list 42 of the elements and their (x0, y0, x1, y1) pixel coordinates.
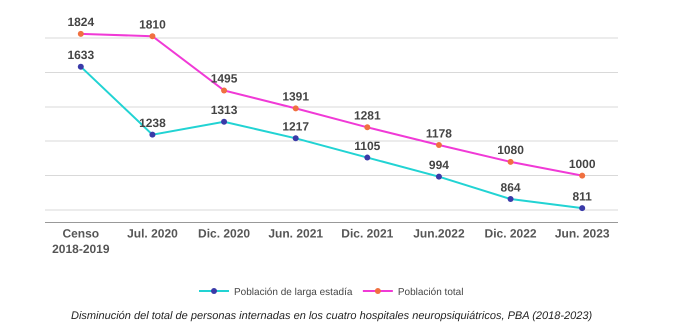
data-label: 864 (500, 180, 521, 194)
data-label: 994 (428, 158, 450, 172)
data-label: 1000 (568, 156, 596, 171)
point (364, 154, 370, 161)
data-label: 1495 (210, 72, 238, 86)
legend-label: Población total (398, 286, 464, 298)
point (579, 205, 586, 212)
data-label: 1391 (282, 90, 310, 104)
point (292, 105, 299, 112)
point (292, 135, 299, 142)
x-tick-label: Jun. 2021 (268, 226, 324, 240)
point (436, 174, 442, 180)
point (221, 87, 228, 94)
x-tick-label: Jun.2022 (413, 226, 465, 240)
data-label: 811 (572, 189, 592, 204)
data-label: 1281 (354, 108, 381, 123)
data-label: 1313 (210, 103, 238, 118)
point (508, 196, 514, 202)
data-label: 1824 (67, 15, 94, 30)
data-label: 1217 (282, 120, 310, 134)
data-label: 1105 (354, 138, 381, 153)
text: Disminución del total de personas internadas en los cuatro hospitales neuropsiquiátricos, PBA (2018-2023) (71, 310, 593, 322)
point (221, 118, 228, 125)
x-tick-label: Dic. 2021 (341, 226, 394, 240)
legend-label: Población de larga estadía (234, 286, 353, 298)
x-tick-label: Censo 2018-2019 (52, 226, 110, 256)
x-tick-label: Dic. 2020 (198, 226, 250, 240)
x-tick-label: Jul. 2020 (127, 226, 178, 240)
point (508, 158, 514, 165)
data-label: 1178 (426, 126, 452, 140)
point (436, 142, 442, 148)
x-tick-label: Jun. 2023 (554, 226, 610, 240)
point (364, 124, 370, 130)
data-label: 1810 (139, 18, 166, 32)
point (78, 64, 84, 70)
point (149, 33, 156, 40)
x-tick-label: Dic. 2022 (484, 226, 537, 240)
point (149, 132, 156, 138)
data-label: 1633 (67, 48, 94, 62)
data-label: 1080 (497, 143, 524, 158)
point (579, 172, 586, 179)
point (78, 30, 84, 37)
